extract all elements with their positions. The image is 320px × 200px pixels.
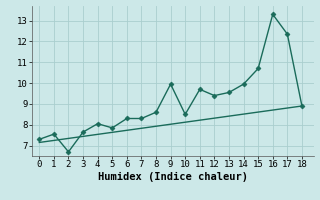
X-axis label: Humidex (Indice chaleur): Humidex (Indice chaleur) bbox=[98, 172, 248, 182]
